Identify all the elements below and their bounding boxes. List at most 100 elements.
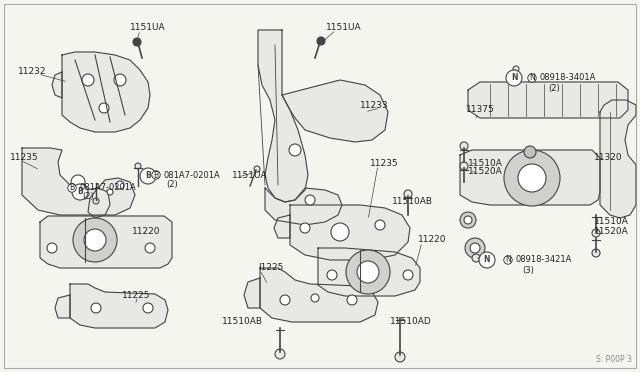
Circle shape: [99, 103, 109, 113]
Circle shape: [311, 294, 319, 302]
Circle shape: [280, 295, 290, 305]
Circle shape: [82, 74, 94, 86]
Polygon shape: [70, 284, 168, 328]
Circle shape: [84, 229, 106, 251]
Circle shape: [275, 349, 285, 359]
Text: 11320: 11320: [594, 154, 623, 163]
Text: N: N: [505, 256, 511, 264]
Text: 11232: 11232: [18, 67, 47, 77]
Polygon shape: [282, 80, 388, 142]
Circle shape: [506, 70, 522, 86]
Circle shape: [47, 243, 57, 253]
Circle shape: [116, 181, 124, 189]
Circle shape: [135, 163, 141, 169]
Circle shape: [513, 66, 519, 72]
Circle shape: [68, 184, 76, 192]
Text: 11520A: 11520A: [468, 167, 503, 176]
Circle shape: [93, 198, 99, 204]
Circle shape: [317, 37, 325, 45]
Text: 11220: 11220: [418, 235, 447, 244]
Text: 11510AB: 11510AB: [392, 198, 433, 206]
Text: 11225: 11225: [122, 292, 150, 301]
Text: B: B: [145, 171, 151, 180]
Circle shape: [254, 166, 260, 172]
Text: 1151UA: 1151UA: [232, 170, 268, 180]
Polygon shape: [290, 205, 410, 260]
Polygon shape: [22, 148, 135, 215]
Circle shape: [71, 175, 85, 189]
Polygon shape: [88, 188, 110, 218]
Circle shape: [460, 212, 476, 228]
Circle shape: [592, 229, 600, 237]
Circle shape: [327, 270, 337, 280]
Circle shape: [152, 171, 160, 179]
Circle shape: [403, 270, 413, 280]
Text: 11235: 11235: [10, 154, 38, 163]
Text: (2): (2): [166, 180, 178, 189]
Polygon shape: [40, 216, 172, 268]
Text: 1151UA: 1151UA: [326, 23, 362, 32]
Circle shape: [464, 216, 472, 224]
Text: 1151UA: 1151UA: [130, 23, 166, 32]
Circle shape: [460, 162, 468, 170]
Text: 11510AD: 11510AD: [390, 317, 432, 327]
Text: 081A7-0201A: 081A7-0201A: [80, 183, 137, 192]
Text: 11233: 11233: [360, 100, 388, 109]
Text: 11520A: 11520A: [594, 228, 628, 237]
Text: 11375: 11375: [466, 106, 495, 115]
Circle shape: [140, 168, 156, 184]
Circle shape: [465, 238, 485, 258]
Text: (2): (2): [82, 192, 93, 202]
Circle shape: [518, 164, 546, 192]
Text: (3): (3): [522, 266, 534, 275]
Polygon shape: [258, 30, 308, 202]
Circle shape: [470, 243, 480, 253]
Circle shape: [73, 218, 117, 262]
Text: 08918-3421A: 08918-3421A: [516, 256, 572, 264]
Circle shape: [357, 261, 379, 283]
Circle shape: [528, 74, 536, 82]
Text: 081A7-0201A: 081A7-0201A: [164, 170, 221, 180]
Circle shape: [289, 144, 301, 156]
Polygon shape: [52, 72, 62, 98]
Circle shape: [395, 352, 405, 362]
Circle shape: [145, 243, 155, 253]
Text: l1225: l1225: [258, 263, 284, 273]
Text: B: B: [77, 187, 83, 196]
Text: N: N: [511, 74, 517, 83]
Circle shape: [460, 142, 468, 150]
Circle shape: [305, 195, 315, 205]
Text: 11235: 11235: [370, 158, 399, 167]
Circle shape: [347, 295, 357, 305]
Text: 08918-3401A: 08918-3401A: [540, 74, 596, 83]
Text: B: B: [154, 170, 159, 180]
Circle shape: [404, 190, 412, 198]
Polygon shape: [468, 82, 628, 118]
Circle shape: [300, 223, 310, 233]
Text: B: B: [69, 183, 75, 192]
Polygon shape: [274, 215, 290, 238]
Text: 11510AB: 11510AB: [222, 317, 263, 327]
Circle shape: [72, 184, 88, 200]
Text: (2): (2): [548, 83, 560, 93]
Circle shape: [331, 223, 349, 241]
Circle shape: [375, 220, 385, 230]
Text: 11510A: 11510A: [594, 218, 629, 227]
Circle shape: [479, 252, 495, 268]
Circle shape: [133, 38, 141, 46]
Polygon shape: [265, 188, 342, 225]
Circle shape: [504, 256, 512, 264]
Circle shape: [504, 150, 560, 206]
Polygon shape: [62, 52, 150, 132]
Polygon shape: [55, 295, 70, 318]
Circle shape: [114, 74, 126, 86]
Polygon shape: [600, 100, 636, 218]
Polygon shape: [244, 278, 260, 308]
Circle shape: [107, 189, 113, 195]
Circle shape: [472, 254, 480, 262]
Text: 11220: 11220: [132, 228, 161, 237]
Circle shape: [592, 249, 600, 257]
Text: N: N: [529, 74, 535, 83]
Circle shape: [524, 146, 536, 158]
Text: S: P00P 3: S: P00P 3: [596, 355, 632, 364]
